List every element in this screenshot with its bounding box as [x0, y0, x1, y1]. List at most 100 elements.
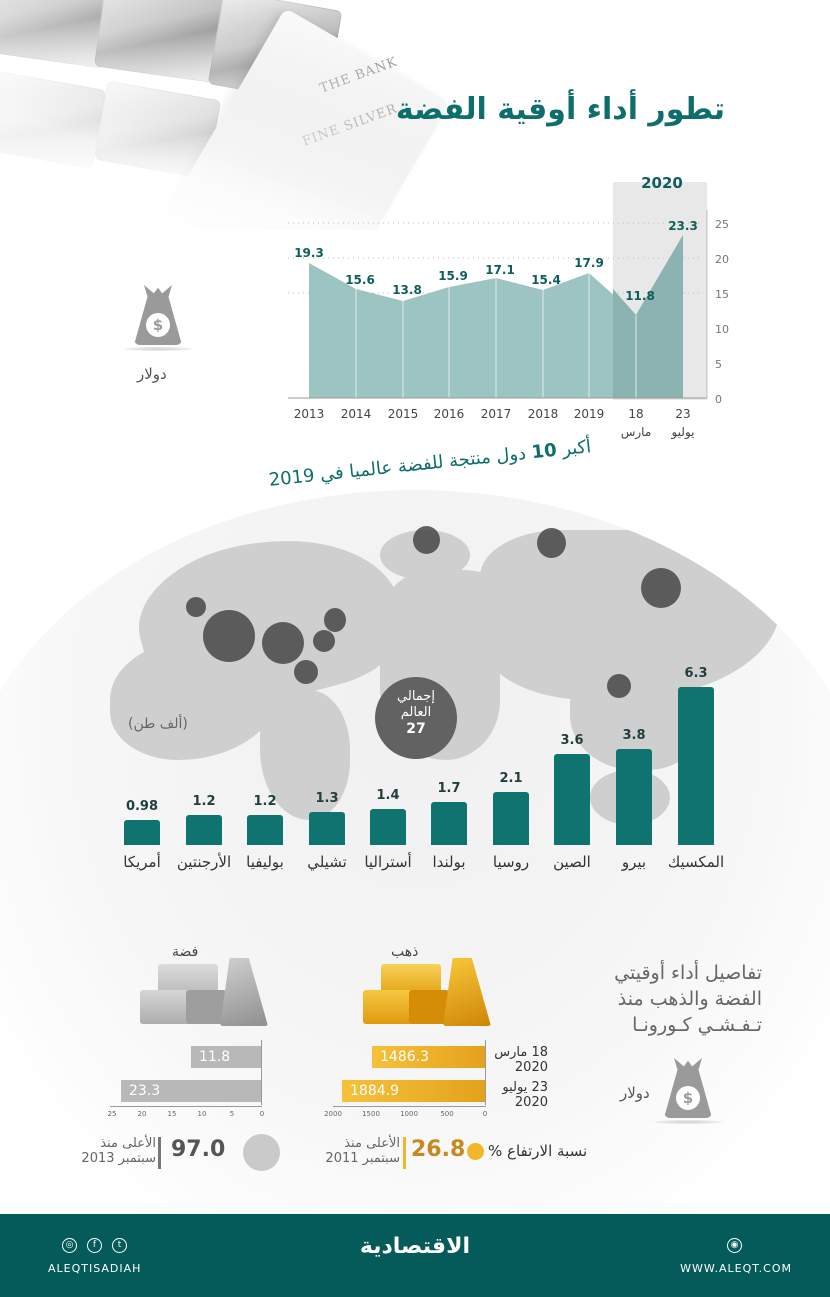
- svg-text:2015: 2015: [388, 407, 419, 421]
- value-label: 23.3: [668, 219, 698, 233]
- bar-china: [554, 754, 590, 845]
- svg-text:2014: 2014: [341, 407, 372, 421]
- tons-unit-label: (ألف طن): [128, 716, 188, 732]
- comparison-title: تفاصيل أداء أوقيتي الفضة والذهب منذ تـفـ…: [562, 960, 762, 1038]
- bar-value: 1.3: [315, 791, 339, 806]
- divider: [403, 1137, 406, 1169]
- svg-text:0: 0: [715, 393, 722, 406]
- money-bag-icon: $: [124, 285, 192, 351]
- silver-legend-dot: [243, 1134, 280, 1171]
- money-bag-icon: $: [654, 1058, 722, 1124]
- value-label: 15.4: [531, 273, 561, 287]
- since-text: سبتمبر 2013: [81, 1151, 156, 1166]
- producer-marker-chile: [313, 630, 335, 652]
- date-text: 2020: [514, 1095, 548, 1110]
- svg-text:15: 15: [715, 288, 729, 301]
- producer-marker-argentina: [294, 660, 318, 684]
- bar-poland: [431, 802, 467, 845]
- axis-tick: 10: [197, 1110, 207, 1118]
- globe-icon: ◉: [727, 1238, 742, 1253]
- currency-unit-label: دولار: [620, 1084, 650, 1102]
- producer-marker-russia: [537, 528, 566, 558]
- value-label: 19.3: [294, 246, 324, 260]
- bar-australia: [370, 809, 406, 845]
- gold-bar-march: 1486.3: [372, 1046, 485, 1068]
- bar-usa: [124, 820, 160, 845]
- gold-legend-dot: [467, 1143, 484, 1160]
- world-total-value: 27: [406, 721, 426, 737]
- producer-marker-china: [641, 568, 681, 608]
- producer-marker-usa: [186, 597, 206, 617]
- date-label-july: 23 يوليو 2020: [488, 1080, 548, 1110]
- since-text: الأعلى منذ: [100, 1136, 156, 1151]
- map-title-prefix: أكبر: [561, 436, 593, 461]
- silver-since-note: الأعلى منذ سبتمبر 2013: [66, 1136, 156, 1166]
- value-label: 17.1: [485, 263, 515, 277]
- silver-price-area-chart: 25 20 15 10 5 0 19.3 15.6 13.8 15.9 17.1…: [283, 170, 743, 445]
- bar-argentina: [186, 815, 222, 845]
- value-label: 15.6: [345, 273, 375, 287]
- gold-since-note: الأعلى منذ سبتمبر 2011: [310, 1136, 400, 1166]
- value-label: 15.9: [438, 269, 468, 283]
- svg-text:2016: 2016: [434, 407, 465, 421]
- currency-unit-label: دولار: [137, 365, 167, 383]
- since-text: سبتمبر 2011: [325, 1151, 400, 1166]
- axis-tick: 20: [137, 1110, 147, 1118]
- gold-axis-zero-line: [485, 1040, 486, 1105]
- silver-axis-zero-line: [261, 1040, 262, 1105]
- comparison-title-line: الفضة والذهب منذ: [617, 988, 762, 1010]
- bar-label: تشيلي: [307, 853, 347, 871]
- svg-text:2013: 2013: [294, 407, 325, 421]
- gold-bar-july: 1884.9: [342, 1080, 485, 1102]
- world-total-badge: إجمالي العالم 27: [375, 677, 457, 759]
- axis-tick: 0: [482, 1110, 488, 1118]
- svg-text:25: 25: [715, 218, 729, 231]
- rise-percent-label: نسبة الارتفاع %: [488, 1142, 588, 1160]
- silver-label: فضة: [172, 944, 199, 960]
- facebook-icon[interactable]: f: [87, 1238, 102, 1253]
- bar-value: 0.98: [125, 799, 159, 814]
- comparison-title-line: تـفـشـي كـورونـا: [632, 1014, 762, 1036]
- brand-logo: الاقتصادية: [359, 1234, 470, 1259]
- axis-tick: 1000: [400, 1110, 418, 1118]
- bar-label: المكسيك: [667, 853, 725, 871]
- silver-bar-july: 23.3: [121, 1080, 261, 1102]
- bar-russia: [493, 792, 529, 845]
- value-label: 13.8: [392, 283, 422, 297]
- gold-rise-value: 26.8: [411, 1137, 466, 1162]
- silver-rise-value: 97.0: [171, 1137, 226, 1162]
- map-title-suffix: دول منتجة للفضة عالميا في 2019: [267, 442, 528, 491]
- bar-value: 2.1: [499, 771, 523, 786]
- world-total-label: إجمالي: [397, 689, 435, 704]
- bar-label: الصين: [553, 853, 591, 871]
- twitter-icon[interactable]: t: [112, 1238, 127, 1253]
- footer: ◎ f t ALEQTISADIAH الاقتصادية ◉ WWW.ALEQ…: [0, 1214, 830, 1297]
- divider: [158, 1137, 161, 1169]
- gold-x-axis: [333, 1106, 486, 1107]
- bar-value: 6.3: [684, 666, 708, 681]
- bar-label: روسيا: [492, 853, 530, 871]
- axis-tick: 2000: [324, 1110, 342, 1118]
- producer-marker-poland: [413, 526, 440, 554]
- main-title: تطور أداء أوقية الفضة: [395, 92, 725, 127]
- svg-text:يوليو: يوليو: [670, 425, 694, 440]
- bar-label: بوليفيا: [246, 853, 284, 871]
- producer-marker-mexico: [203, 610, 255, 662]
- producer-marker-peru: [262, 622, 304, 664]
- value-label: 17.9: [574, 256, 604, 270]
- bar-label: بيرو: [621, 853, 647, 871]
- bar-label: بولندا: [432, 853, 466, 871]
- svg-text:23: 23: [675, 407, 690, 421]
- axis-tick: 1500: [362, 1110, 380, 1118]
- axis-tick: 25: [107, 1110, 117, 1118]
- social-handle[interactable]: ALEQTISADIAH: [48, 1262, 142, 1275]
- silver-bars-hero-image: THE BANK FINE SILVER: [0, 0, 470, 230]
- svg-text:2018: 2018: [528, 407, 559, 421]
- instagram-icon[interactable]: ◎: [62, 1238, 77, 1253]
- website-link[interactable]: WWW.ALEQT.COM: [680, 1262, 792, 1275]
- date-text: 18 مارس: [494, 1045, 548, 1060]
- axis-tick: 15: [167, 1110, 177, 1118]
- svg-text:18: 18: [628, 407, 643, 421]
- svg-text:20: 20: [715, 253, 729, 266]
- bar-peru: [616, 749, 652, 845]
